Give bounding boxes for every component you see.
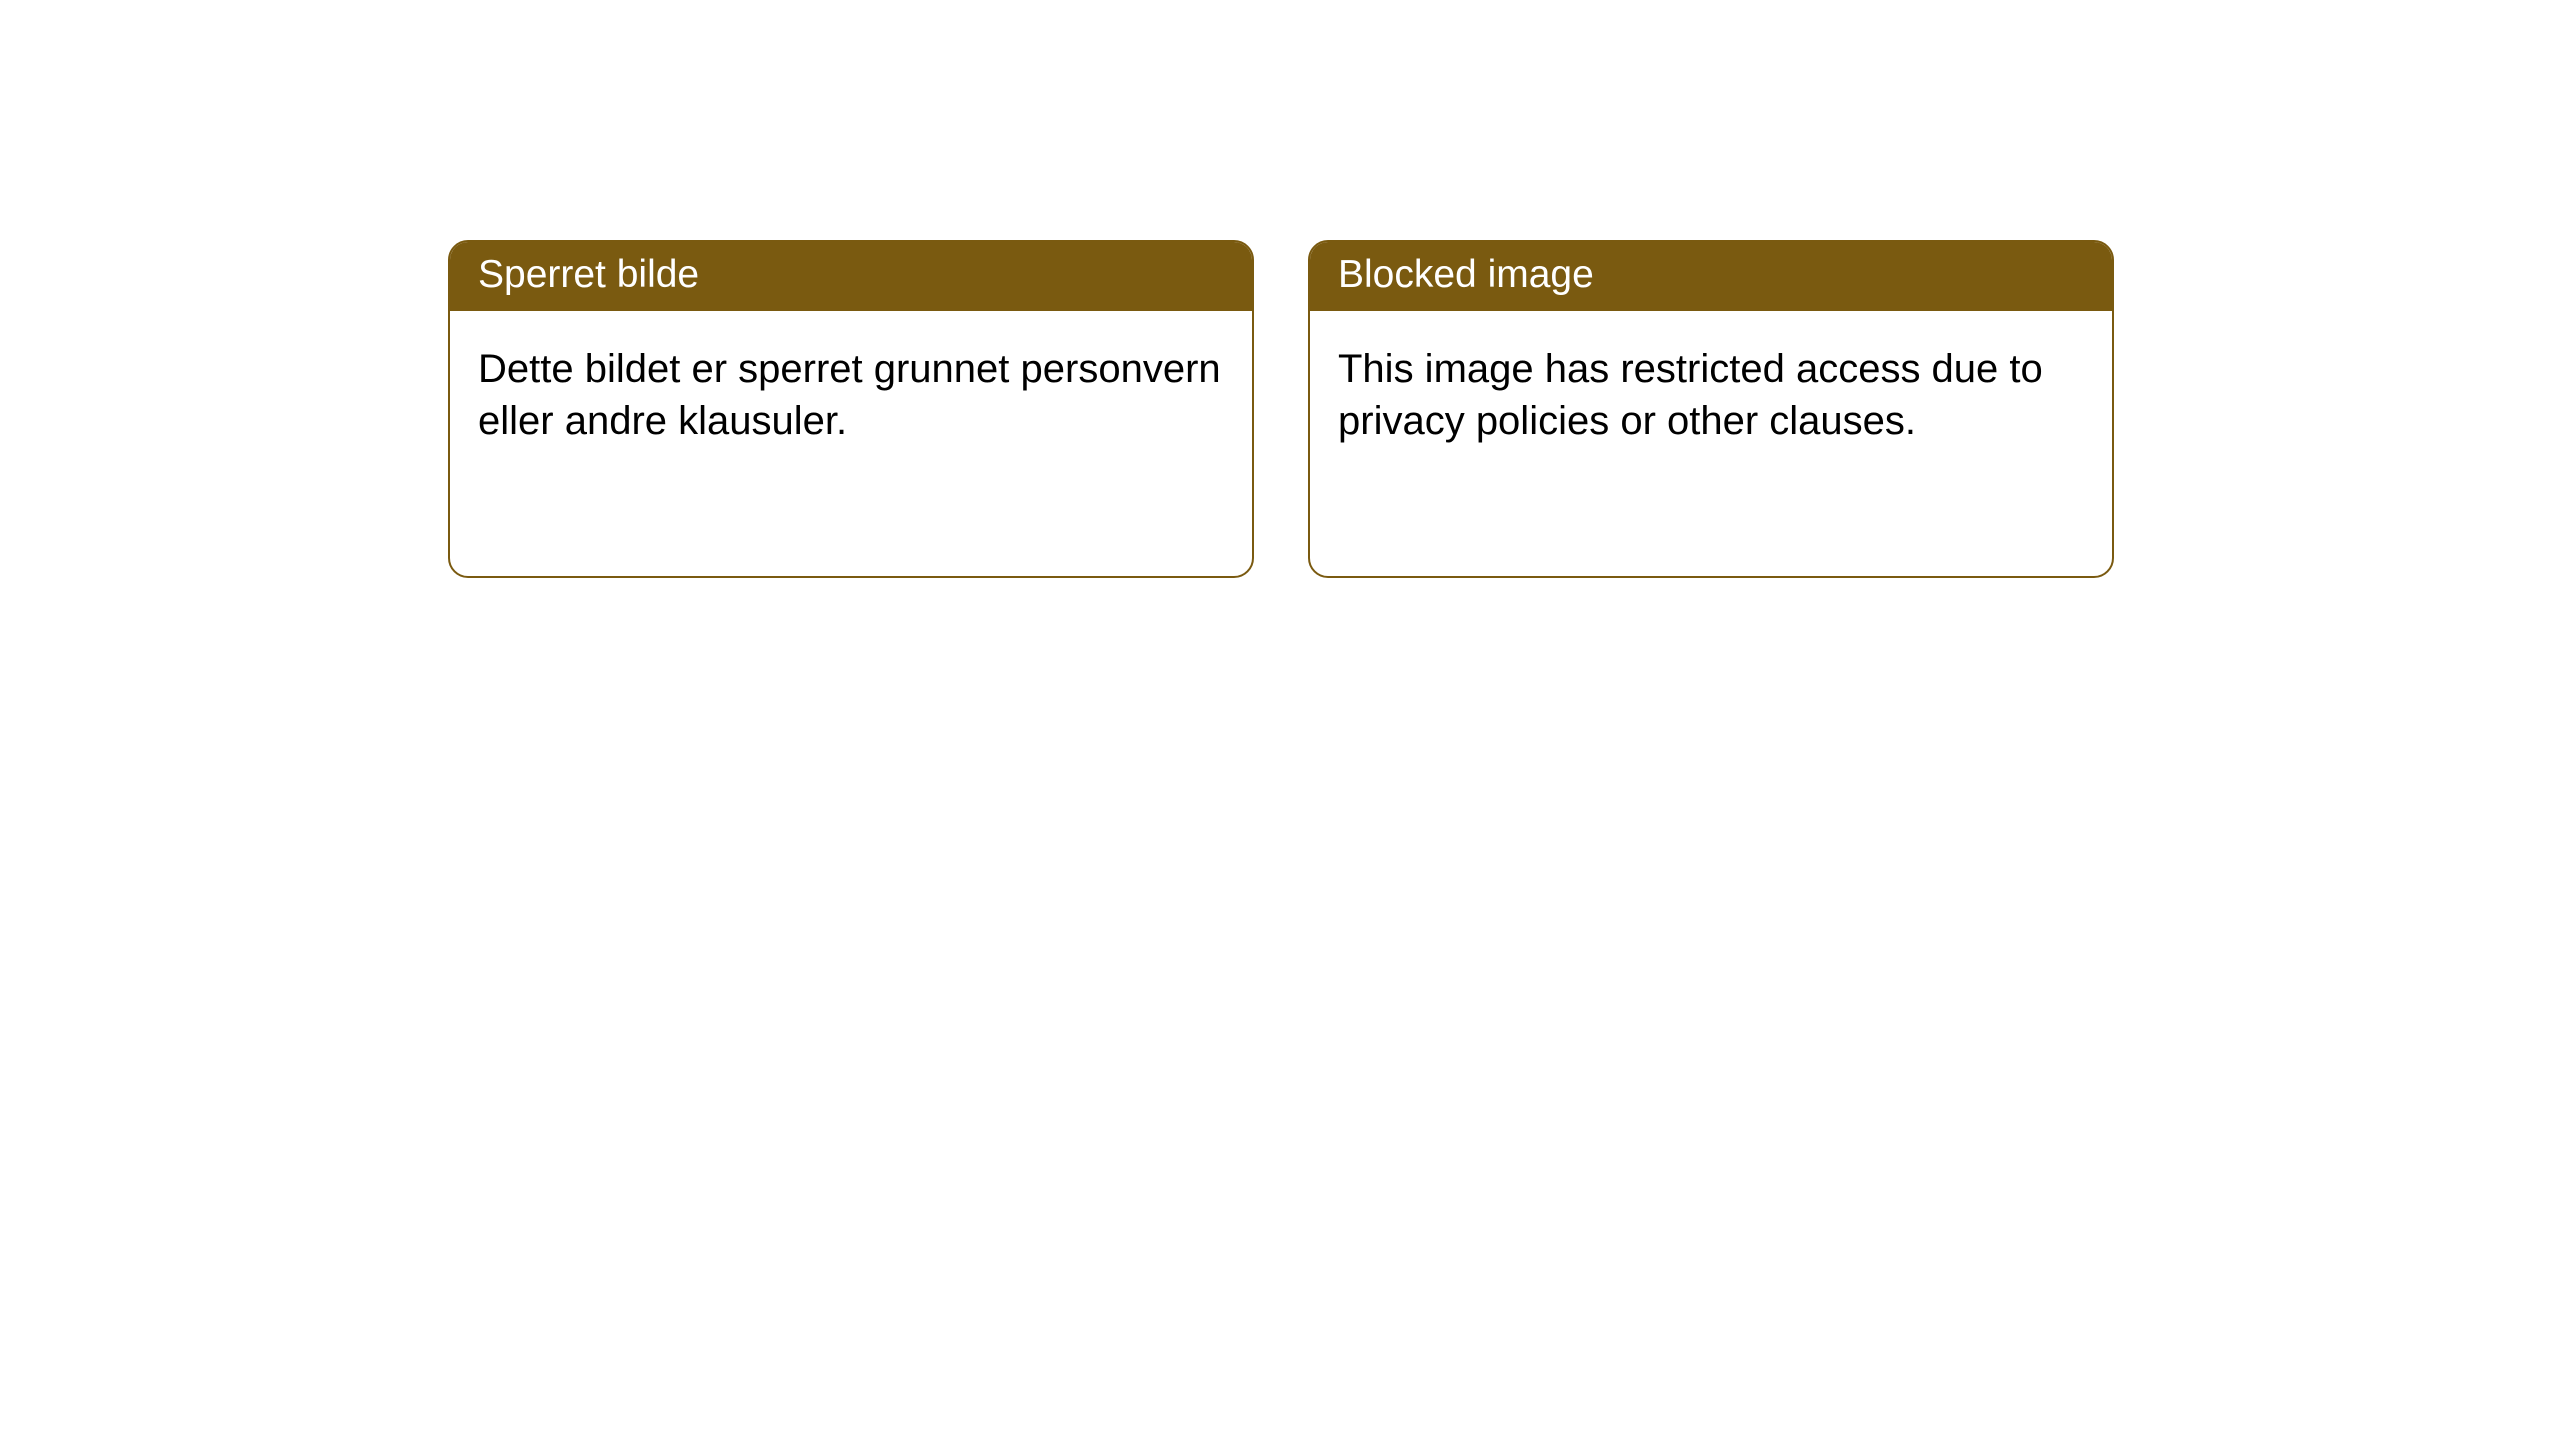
cards-container: Sperret bilde Dette bildet er sperret gr… [0,0,2560,578]
blocked-image-card-english: Blocked image This image has restricted … [1308,240,2114,578]
card-body-text: Dette bildet er sperret grunnet personve… [450,311,1252,479]
card-body-text: This image has restricted access due to … [1310,311,2112,479]
blocked-image-card-norwegian: Sperret bilde Dette bildet er sperret gr… [448,240,1254,578]
card-title: Blocked image [1310,242,2112,311]
card-title: Sperret bilde [450,242,1252,311]
